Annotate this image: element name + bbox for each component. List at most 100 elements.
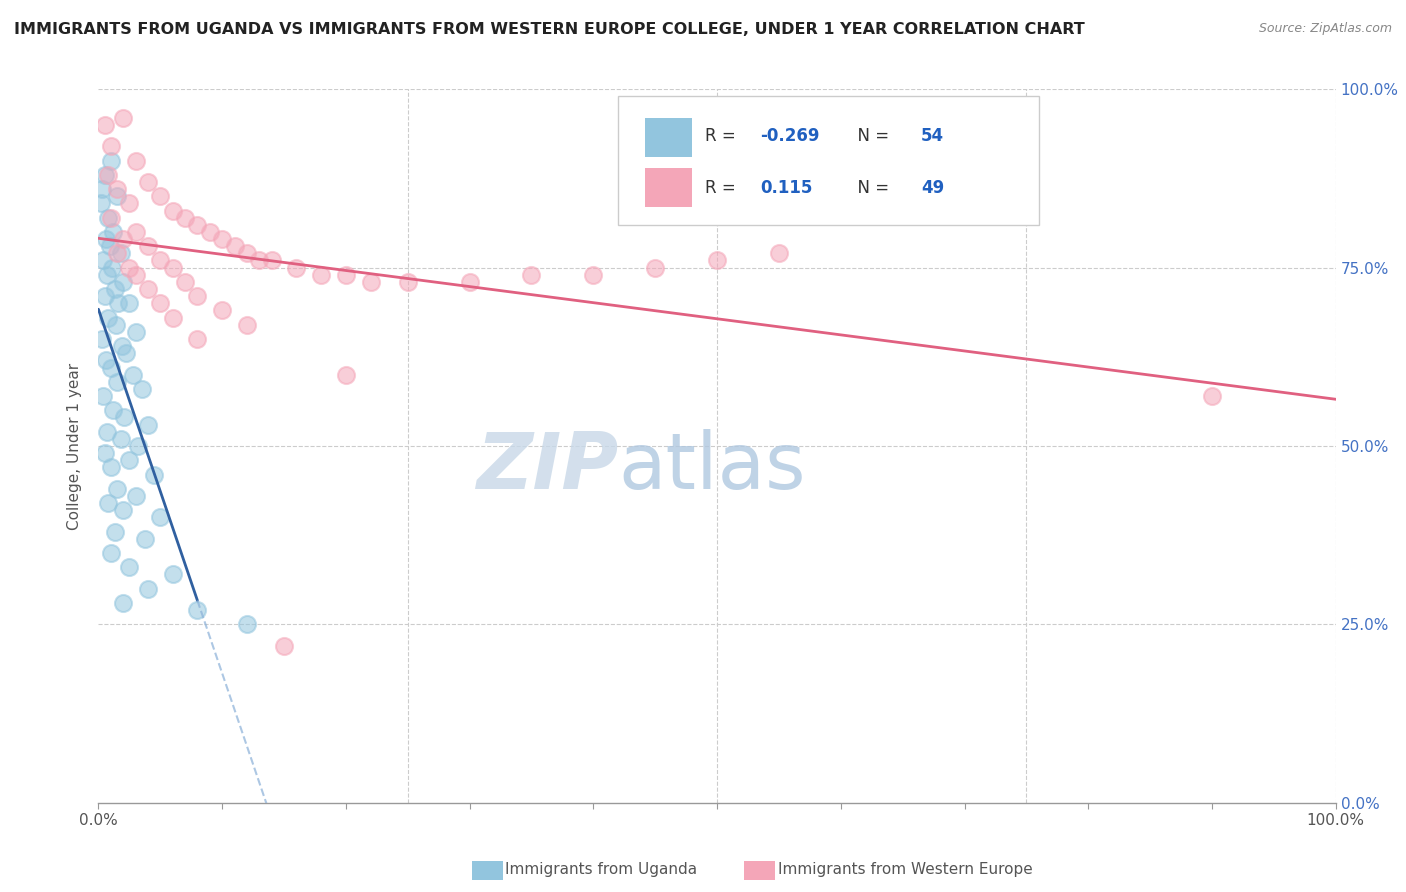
Point [136, 282, 159, 296]
Point [96, 268, 118, 282]
Point [520, 268, 543, 282]
Point [174, 275, 197, 289]
Point [96, 425, 118, 439]
Point [458, 275, 481, 289]
Point [100, 211, 122, 225]
Point [97, 310, 120, 325]
Point [94, 232, 117, 246]
Point [236, 318, 259, 332]
Point [162, 567, 184, 582]
Point [90, 196, 112, 211]
Point [122, 368, 145, 382]
Point [309, 268, 332, 282]
Point [224, 239, 246, 253]
Text: N =: N = [846, 127, 894, 145]
Point [110, 432, 132, 446]
Point [136, 175, 159, 189]
Point [335, 268, 357, 282]
FancyBboxPatch shape [619, 96, 1039, 225]
Point [136, 239, 159, 253]
Point [162, 260, 184, 275]
Text: -0.269: -0.269 [761, 127, 820, 145]
Point [124, 489, 146, 503]
Point [110, 246, 132, 260]
Point [100, 546, 122, 560]
Point [162, 203, 184, 218]
Point [103, 225, 125, 239]
Point [93, 253, 115, 268]
Point [396, 275, 419, 289]
Point [100, 139, 122, 153]
Point [105, 189, 128, 203]
Point [112, 275, 135, 289]
Point [134, 532, 156, 546]
Y-axis label: College, Under 1 year: College, Under 1 year [67, 362, 83, 530]
Point [186, 289, 208, 303]
Text: R =: R = [704, 127, 741, 145]
Text: ZIP: ZIP [475, 429, 619, 506]
Text: Immigrants from Western Europe: Immigrants from Western Europe [778, 863, 1032, 877]
Text: atlas: atlas [619, 429, 806, 506]
Point [124, 268, 146, 282]
Text: 54: 54 [921, 127, 945, 145]
Point [136, 417, 159, 432]
Point [100, 460, 122, 475]
Point [118, 196, 141, 211]
Point [103, 403, 125, 417]
Point [644, 260, 666, 275]
Text: Source: ZipAtlas.com: Source: ZipAtlas.com [1258, 22, 1392, 36]
Point [124, 325, 146, 339]
Text: 49: 49 [921, 178, 945, 196]
Point [247, 253, 270, 268]
Point [118, 296, 141, 310]
Point [94, 353, 117, 368]
Point [174, 211, 197, 225]
Point [98, 239, 121, 253]
Point [149, 189, 172, 203]
Point [131, 382, 153, 396]
Point [114, 346, 136, 360]
Point [260, 253, 283, 268]
Point [118, 560, 141, 574]
Point [105, 182, 128, 196]
Text: N =: N = [846, 178, 894, 196]
Point [93, 118, 115, 132]
Text: IMMIGRANTS FROM UGANDA VS IMMIGRANTS FROM WESTERN EUROPE COLLEGE, UNDER 1 YEAR C: IMMIGRANTS FROM UGANDA VS IMMIGRANTS FRO… [14, 22, 1085, 37]
Point [104, 318, 127, 332]
Point [112, 232, 135, 246]
Point [198, 225, 221, 239]
Point [186, 332, 208, 346]
Point [97, 168, 120, 182]
Point [149, 253, 172, 268]
Point [103, 524, 125, 539]
Point [91, 332, 114, 346]
Point [335, 368, 357, 382]
Point [111, 339, 134, 353]
Point [706, 253, 728, 268]
Point [93, 168, 115, 182]
Point [149, 510, 172, 524]
Point [91, 182, 114, 196]
Point [97, 211, 120, 225]
Point [236, 246, 259, 260]
Point [105, 246, 128, 260]
Point [124, 225, 146, 239]
Point [103, 282, 125, 296]
Point [93, 389, 115, 403]
Bar [645, 118, 692, 157]
Point [112, 596, 135, 610]
Point [93, 446, 115, 460]
Point [100, 360, 122, 375]
Point [186, 218, 208, 232]
Point [118, 453, 141, 467]
Point [118, 260, 141, 275]
Point [768, 246, 790, 260]
Point [100, 153, 122, 168]
Point [186, 603, 208, 617]
Point [143, 467, 166, 482]
Point [112, 410, 135, 425]
Text: R =: R = [704, 178, 741, 196]
Point [105, 482, 128, 496]
Point [162, 310, 184, 325]
Point [101, 260, 124, 275]
